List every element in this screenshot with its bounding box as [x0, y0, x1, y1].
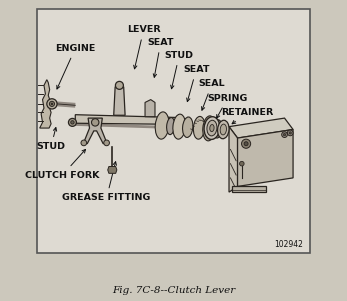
Circle shape — [287, 130, 293, 136]
Text: CLUTCH FORK: CLUTCH FORK — [25, 150, 100, 179]
Text: STUD: STUD — [36, 128, 66, 151]
Circle shape — [242, 139, 251, 148]
Text: ENGINE: ENGINE — [55, 44, 95, 89]
Circle shape — [51, 103, 53, 105]
Text: STUD: STUD — [165, 51, 194, 89]
Ellipse shape — [193, 116, 205, 139]
Ellipse shape — [183, 117, 193, 138]
Circle shape — [81, 140, 87, 146]
Circle shape — [68, 118, 76, 126]
Ellipse shape — [173, 114, 186, 139]
Circle shape — [116, 81, 124, 89]
Text: SEAT: SEAT — [147, 38, 174, 77]
Ellipse shape — [220, 124, 227, 135]
Polygon shape — [145, 100, 155, 117]
Text: LEVER: LEVER — [127, 25, 160, 69]
Ellipse shape — [218, 120, 229, 139]
Polygon shape — [114, 87, 125, 115]
Circle shape — [47, 99, 57, 109]
Circle shape — [104, 140, 109, 146]
Polygon shape — [238, 129, 293, 186]
Text: SEAL: SEAL — [198, 79, 225, 110]
Circle shape — [283, 133, 286, 136]
Circle shape — [244, 142, 248, 146]
Circle shape — [49, 101, 54, 107]
Polygon shape — [229, 118, 293, 138]
Text: Fig. 7C-8--Clutch Lever: Fig. 7C-8--Clutch Lever — [112, 286, 235, 295]
Polygon shape — [108, 166, 117, 173]
Polygon shape — [40, 80, 51, 128]
Circle shape — [92, 119, 99, 126]
Text: SEAT: SEAT — [183, 65, 210, 101]
Circle shape — [71, 121, 74, 124]
Circle shape — [239, 161, 244, 166]
Polygon shape — [232, 186, 266, 192]
Ellipse shape — [167, 118, 175, 135]
Polygon shape — [84, 118, 107, 144]
Ellipse shape — [203, 116, 215, 141]
FancyBboxPatch shape — [37, 8, 310, 253]
Text: SPRING: SPRING — [208, 94, 248, 118]
Ellipse shape — [207, 120, 217, 136]
Ellipse shape — [155, 112, 169, 139]
Polygon shape — [229, 127, 238, 192]
Text: RETAINER: RETAINER — [221, 108, 274, 124]
Ellipse shape — [204, 117, 220, 139]
Polygon shape — [75, 115, 179, 124]
Text: 102942: 102942 — [274, 240, 303, 249]
Circle shape — [282, 132, 287, 138]
Ellipse shape — [213, 120, 222, 138]
Ellipse shape — [210, 125, 214, 132]
Text: GREASE FITTING: GREASE FITTING — [62, 162, 151, 202]
Circle shape — [289, 132, 291, 134]
